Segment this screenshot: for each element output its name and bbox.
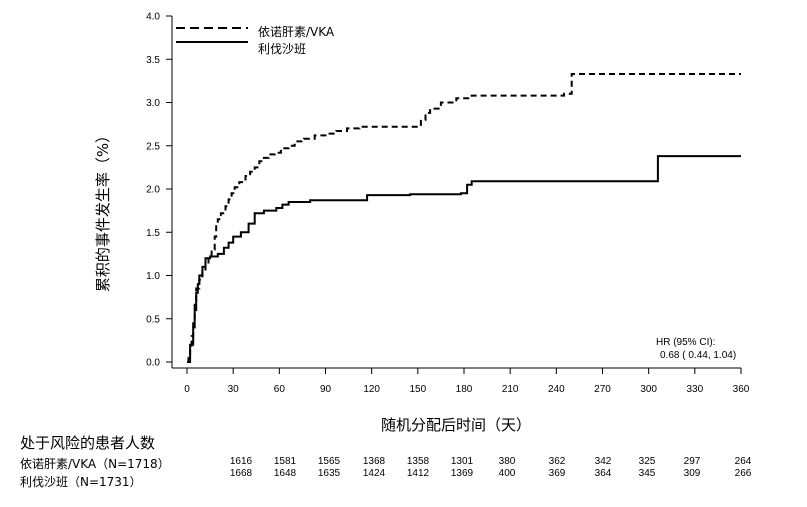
axes (171, 16, 741, 369)
y-tick-label: 4.0 (146, 12, 160, 23)
series-line-enoxaparin (187, 73, 741, 363)
x-tick-label: 270 (594, 384, 611, 395)
y-tick-label: 0.0 (146, 358, 160, 369)
hr-value: 0.68 ( 0.44, 1.04) (660, 350, 736, 361)
risk-table-title: 处于风险的患者人数 (20, 434, 155, 452)
risk-table-cell: 362 (549, 456, 566, 467)
risk-table-cell: 400 (499, 468, 516, 479)
risk-table-cell: 1565 (318, 456, 341, 467)
x-tick-label: 300 (640, 384, 657, 395)
y-tick-label: 1.0 (146, 271, 160, 282)
y-tick-label: 0.5 (146, 314, 160, 325)
x-tick-label: 180 (456, 384, 473, 395)
legend: 依诺肝素/VKA 利伐沙班 (176, 24, 335, 56)
risk-table-cell: 309 (684, 468, 701, 479)
risk-row-label-enoxaparin: 依诺肝素/VKA（N=1718） (20, 456, 170, 471)
risk-table-cell: 1668 (230, 468, 253, 479)
risk-row-label-rivaroxaban: 利伐沙班（N=1731） (20, 475, 142, 489)
x-tick-label: 150 (409, 384, 426, 395)
risk-table-cell: 266 (735, 468, 752, 479)
risk-table-values: 1616 1581 1565 1368 1358 1301 380 362 342 325 297 2… (230, 456, 752, 479)
risk-table-cell: 380 (499, 456, 516, 467)
risk-table-cell: 364 (595, 468, 612, 479)
risk-table-cell: 1648 (274, 468, 297, 479)
risk-table-cell: 1412 (407, 468, 430, 479)
risk-table-cell: 1368 (363, 456, 386, 467)
legend-label-rivaroxaban: 利伐沙班 (258, 42, 306, 56)
legend-label-enoxaparin: 依诺肝素/VKA (258, 24, 335, 39)
x-tick-label: 60 (274, 384, 286, 395)
x-tick-label: 0 (184, 384, 190, 395)
y-tick-label: 1.5 (146, 228, 160, 239)
x-tick-label: 360 (733, 384, 750, 395)
risk-table-cell: 369 (549, 468, 566, 479)
risk-table-cell: 1424 (363, 468, 386, 479)
risk-table-cell: 325 (639, 456, 656, 467)
x-tick-label: 210 (502, 384, 519, 395)
risk-table-cell: 297 (684, 456, 701, 467)
x-tick-label: 90 (320, 384, 332, 395)
risk-table-cell: 1301 (451, 456, 474, 467)
risk-table-cell: 1369 (451, 468, 474, 479)
risk-table-cell: 1358 (407, 456, 430, 467)
x-tick-label: 120 (363, 384, 380, 395)
x-axis-title: 随机分配后时间（天） (381, 416, 531, 434)
y-tick-label: 3.5 (146, 55, 160, 66)
y-tick-label: 2.5 (146, 141, 160, 152)
x-tick-label: 240 (548, 384, 565, 395)
risk-table-cell: 1616 (230, 456, 253, 467)
x-tick-label: 30 (228, 384, 240, 395)
hr-label: HR (95% CI): (656, 337, 715, 348)
y-tick-label: 3.0 (146, 98, 160, 109)
series-line-rivaroxaban (187, 155, 741, 363)
y-ticks: 0.0 0.5 1.0 1.5 2.0 2.5 3.0 3.5 4.0 (146, 12, 172, 369)
risk-table-cell: 1635 (318, 468, 341, 479)
series-lines (187, 73, 741, 363)
y-axis-title: 累积的事件发生率（%） (94, 128, 112, 292)
y-tick-label: 2.0 (146, 185, 160, 196)
x-ticks: 0 30 60 90 120 150 180 210 240 270 300 330 360 (184, 368, 750, 395)
risk-table-cell: 264 (735, 456, 752, 467)
risk-table-cell: 345 (639, 468, 656, 479)
x-tick-label: 330 (686, 384, 703, 395)
risk-table-cell: 1581 (274, 456, 297, 467)
risk-table-cell: 342 (595, 456, 612, 467)
